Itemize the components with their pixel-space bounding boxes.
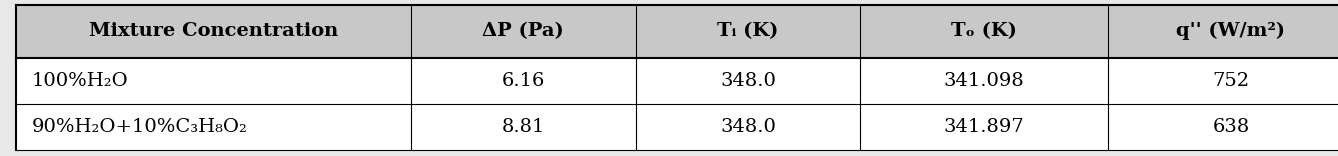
Bar [411,5,636,58]
Text: q'' (W/m²): q'' (W/m²) [1176,22,1286,40]
Text: 100%H₂O: 100%H₂O [32,72,128,90]
Bar [636,104,860,150]
Text: Tₒ (K): Tₒ (K) [951,22,1017,40]
Text: 752: 752 [1212,72,1250,90]
Text: 348.0: 348.0 [720,72,776,90]
Text: Tᵢ (K): Tᵢ (K) [717,22,779,40]
Text: 341.098: 341.098 [943,72,1025,90]
Bar [411,104,636,150]
Bar [636,58,860,104]
Text: 6.16: 6.16 [502,72,545,90]
Bar [16,58,411,104]
Bar [16,104,411,150]
Bar [1108,104,1338,150]
Bar [411,58,636,104]
Text: ΔP (Pa): ΔP (Pa) [482,22,565,40]
Bar [860,104,1108,150]
Text: 348.0: 348.0 [720,118,776,136]
Text: Mixture Concentration: Mixture Concentration [88,22,339,40]
Bar [1108,58,1338,104]
Bar [636,5,860,58]
Text: 8.81: 8.81 [502,118,545,136]
Bar [16,5,411,58]
Bar [1108,5,1338,58]
Text: 90%H₂O+10%C₃H₈O₂: 90%H₂O+10%C₃H₈O₂ [32,118,248,136]
Text: 638: 638 [1212,118,1250,136]
Bar [860,5,1108,58]
Bar [860,58,1108,104]
Text: 341.897: 341.897 [943,118,1025,136]
